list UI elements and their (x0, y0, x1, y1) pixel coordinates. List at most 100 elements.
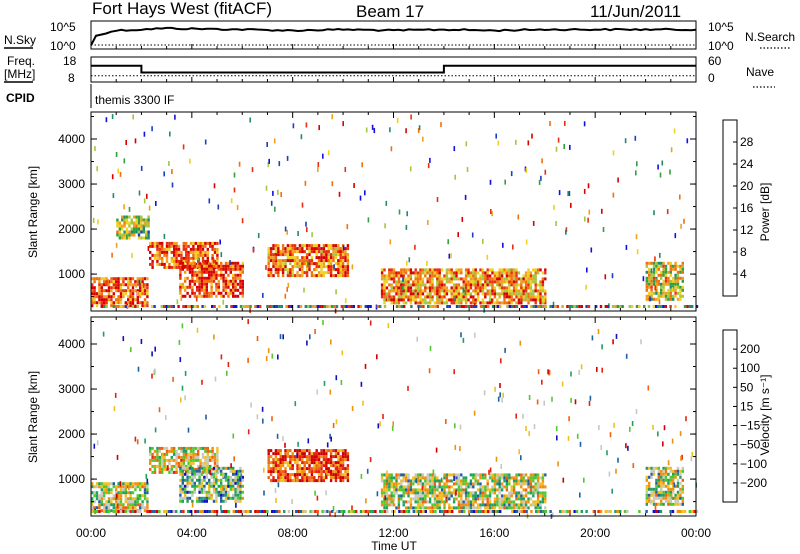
heatmap-cell (481, 301, 485, 305)
heatmap-cell (673, 482, 676, 488)
heatmap-cell (500, 500, 504, 504)
heatmap-cell (195, 296, 198, 302)
heatmap-cell (683, 218, 685, 224)
heatmap-cell (193, 490, 196, 494)
heatmap-cell (534, 271, 537, 275)
heatmap-cell (385, 503, 389, 507)
heatmap-cell (657, 305, 660, 308)
heatmap-cell (539, 491, 542, 495)
heatmap-cell (274, 271, 278, 275)
heatmap-cell (216, 256, 219, 260)
heatmap-cell (662, 490, 665, 494)
heatmap-cell (383, 305, 387, 308)
heatmap-cell (269, 253, 273, 257)
heatmap-cell (664, 478, 668, 482)
heatmap-cell (669, 510, 672, 513)
heatmap-cell (510, 476, 513, 480)
heatmap-cell (505, 494, 509, 498)
heatmap-cell (107, 286, 111, 290)
heatmap-cell (395, 506, 398, 510)
heatmap-cell (527, 491, 530, 495)
heatmap-cell (426, 500, 429, 504)
heatmap-cell (215, 496, 218, 500)
heatmap-cell (158, 244, 161, 248)
heatmap-cell (317, 259, 321, 263)
heatmap-cell (213, 455, 217, 459)
heatmap-cell (520, 482, 523, 486)
heatmap-cell (397, 277, 401, 281)
heatmap-cell (275, 498, 277, 503)
heatmap-cell (470, 305, 473, 308)
heatmap-cell (160, 305, 163, 308)
heatmap-cell (291, 256, 294, 260)
heatmap-cell (184, 264, 187, 268)
heatmap-cell (170, 305, 173, 308)
heatmap-cell (198, 257, 201, 263)
heatmap-cell (151, 351, 153, 357)
heatmap-cell (212, 279, 216, 283)
heatmap-cell (241, 294, 244, 298)
heatmap-cell (453, 369, 455, 375)
heatmap-cell (137, 221, 141, 225)
heatmap-cell (274, 244, 278, 248)
heatmap-cell (472, 482, 475, 486)
heatmap-cell (457, 503, 461, 507)
heatmap-cell (224, 472, 228, 476)
heatmap-cell (390, 473, 393, 477)
heatmap-cell (206, 446, 209, 450)
heatmap-cell (431, 268, 434, 272)
heatmap-cell (204, 464, 207, 468)
heatmap-cell (141, 289, 144, 293)
heatmap-cell (131, 506, 135, 510)
heatmap-cell (201, 464, 205, 468)
heatmap-cell (326, 305, 329, 308)
heatmap-cell (115, 301, 118, 305)
heatmap-cell (419, 289, 422, 293)
heatmap-cell (341, 253, 345, 257)
heatmap-cell (267, 247, 270, 251)
heatmap-cell (198, 481, 201, 485)
heatmap-cell (672, 267, 675, 271)
heatmap-cell (648, 291, 651, 295)
heatmap-cell (380, 476, 384, 480)
heatmap-cell (234, 273, 237, 277)
heatmap-cell (650, 273, 653, 277)
heatmap-cell (498, 268, 501, 272)
heatmap-cell (91, 510, 94, 513)
heatmap-cell (333, 305, 336, 308)
heatmap-cell (291, 455, 294, 459)
heatmap-cell (647, 385, 650, 391)
heatmap-cell (667, 291, 670, 295)
heatmap-cell (205, 466, 208, 470)
heatmap-cell (337, 247, 340, 251)
heatmap-cell (239, 510, 243, 513)
heatmap-cell (140, 215, 143, 219)
heatmap-cell (136, 277, 139, 281)
heatmap-cell (544, 506, 547, 510)
heatmap-cell (510, 283, 513, 287)
heatmap-cell (515, 494, 518, 498)
heatmap-cell (419, 292, 422, 296)
heatmap-cell (107, 503, 111, 507)
heatmap-cell (332, 506, 335, 511)
heatmap-cell (612, 192, 615, 198)
heatmap-cell (676, 481, 680, 485)
heatmap-cell (346, 452, 350, 456)
heatmap-cell (165, 510, 168, 513)
heatmap-cell (522, 488, 525, 492)
heatmap-cell (91, 301, 94, 305)
heatmap-cell (510, 292, 513, 296)
heatmap-cell (156, 250, 159, 254)
heatmap-cell (229, 270, 232, 274)
heatmap-cell (433, 491, 437, 495)
heatmap-cell (296, 461, 299, 465)
heatmap-cell (532, 295, 535, 299)
heatmap-cell (445, 473, 449, 477)
heatmap-cell (220, 354, 223, 360)
heatmap-cell (187, 455, 190, 459)
heatmap-cell (674, 469, 677, 473)
heatmap-cell (481, 497, 485, 501)
heatmap-cell (342, 121, 344, 127)
heatmap-cell (474, 286, 477, 290)
heatmap-cell (438, 506, 441, 510)
